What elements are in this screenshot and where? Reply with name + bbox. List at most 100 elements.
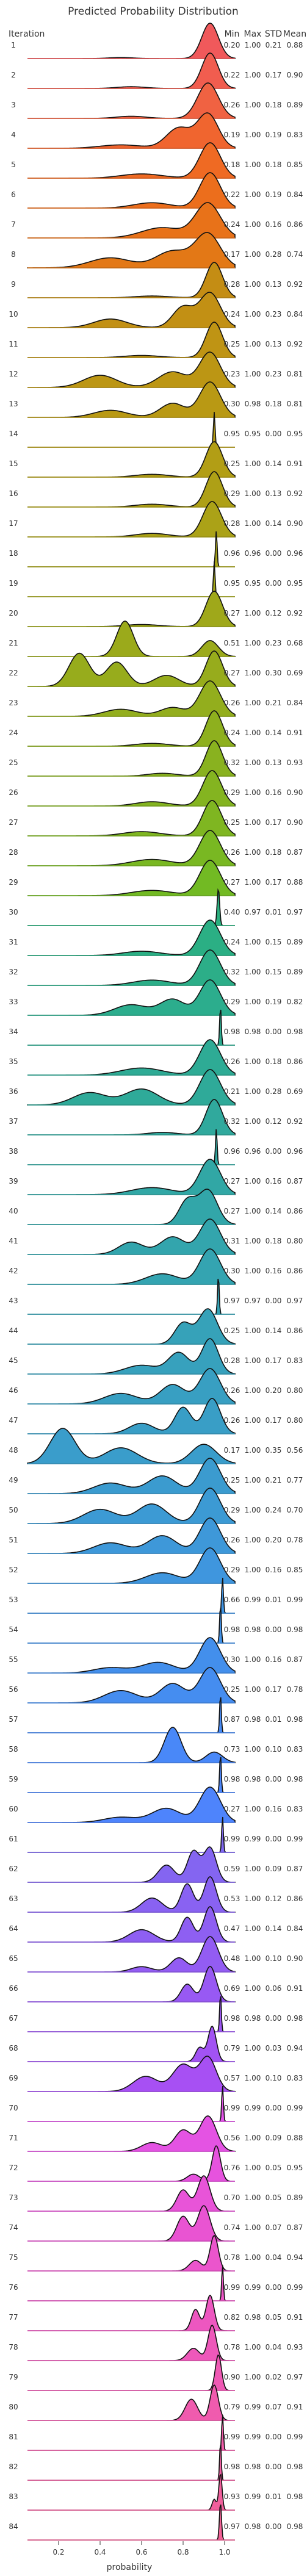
stat-max: 1.00 [245, 1984, 261, 1993]
x-tick-label: 0.2 [52, 2548, 64, 2556]
stat-std: 0.17 [265, 1356, 282, 1365]
iteration-label: 66 [9, 1984, 18, 1993]
ridge-density-50 [27, 1488, 236, 1524]
stat-std: 0.16 [265, 1655, 282, 1664]
iteration-label: 15 [9, 459, 18, 468]
iteration-label: 70 [9, 2104, 18, 2112]
ridge-row: 78 0.78 1.00 0.04 0.93 [9, 2324, 303, 2361]
stat-std: 0.06 [265, 1984, 282, 1993]
stat-std: 0.00 [265, 1027, 282, 1036]
ridge-row: 39 0.27 1.00 0.16 0.87 [9, 1159, 303, 1195]
iteration-label: 58 [9, 1745, 18, 1754]
iteration-label: 68 [9, 2044, 18, 2053]
stat-header-mean: Mean [283, 29, 306, 39]
stat-min: 0.78 [224, 2343, 240, 2351]
stat-min: 0.95 [224, 430, 240, 438]
stat-mean: 0.78 [287, 1536, 303, 1544]
stat-max: 1.00 [245, 1267, 261, 1275]
stat-max: 1.00 [245, 2193, 261, 2202]
stat-min: 0.22 [224, 71, 240, 79]
stat-min: 0.87 [224, 1715, 240, 1724]
stat-min: 0.24 [224, 938, 240, 946]
stat-std: 0.13 [265, 489, 282, 498]
ridge-row: 46 0.26 1.00 0.20 0.80 [9, 1368, 303, 1405]
stat-std: 0.19 [265, 998, 282, 1006]
stat-std: 0.20 [265, 1386, 282, 1395]
stat-mean: 0.98 [287, 2492, 303, 2501]
stat-min: 0.70 [224, 2193, 240, 2202]
stat-std: 0.14 [265, 1207, 282, 1215]
stat-max: 1.00 [245, 998, 261, 1006]
stat-mean: 0.99 [287, 1835, 303, 1843]
stat-max: 1.00 [245, 1954, 261, 1963]
stat-mean: 0.88 [287, 41, 303, 49]
stat-std: 0.05 [265, 2193, 282, 2202]
iteration-label: 63 [9, 1894, 18, 1903]
stat-std: 0.00 [265, 549, 282, 558]
stat-min: 0.30 [224, 1267, 240, 1275]
ridge-row: 52 0.29 1.00 0.16 0.85 [9, 1547, 303, 1584]
stat-mean: 0.82 [287, 998, 303, 1006]
stat-std: 0.13 [265, 340, 282, 348]
stat-min: 0.24 [224, 220, 240, 229]
stat-mean: 0.88 [287, 878, 303, 887]
stat-mean: 0.81 [287, 370, 303, 378]
stat-max: 1.00 [245, 848, 261, 857]
stat-std: 0.14 [265, 519, 282, 528]
stat-max: 1.00 [245, 2074, 261, 2082]
stat-std: 0.23 [265, 370, 282, 378]
stat-mean: 0.92 [287, 340, 303, 348]
stat-min: 0.28 [224, 519, 240, 528]
iteration-label: 79 [9, 2373, 18, 2381]
stat-mean: 0.90 [287, 519, 303, 528]
stat-std: 0.00 [265, 1775, 282, 1783]
iteration-label: 5 [11, 160, 16, 169]
iteration-label: 60 [9, 1805, 18, 1813]
ridge-row: 66 0.69 1.00 0.06 0.91 [9, 1966, 303, 2002]
stat-min: 0.18 [224, 160, 240, 169]
stat-max: 1.00 [245, 1237, 261, 1245]
iteration-label: 77 [9, 2313, 18, 2322]
stat-max: 0.98 [245, 2463, 261, 2471]
stat-mean: 0.86 [287, 220, 303, 229]
stat-max: 1.00 [245, 699, 261, 707]
ridge-density-48 [27, 1428, 236, 1464]
stat-std: 0.17 [265, 1416, 282, 1425]
stat-max: 0.99 [245, 2104, 261, 2112]
stat-std: 0.18 [265, 160, 282, 169]
iteration-label: 21 [9, 639, 18, 647]
stat-headers: Min Max STD Mean [225, 29, 307, 39]
ridge-row: 76 0.99 0.99 0.00 0.99 [9, 2265, 303, 2301]
stat-max: 0.99 [245, 2433, 261, 2441]
stat-min: 0.24 [224, 310, 240, 318]
ridge-row: 65 0.48 1.00 0.10 0.90 [9, 1936, 303, 1973]
stat-max: 0.96 [245, 549, 261, 558]
stat-mean: 0.97 [287, 2373, 303, 2381]
ridge-row: 59 0.98 0.98 0.00 0.98 [9, 1757, 303, 1793]
iteration-label: 50 [9, 1506, 18, 1514]
ridge-row: 17 0.28 1.00 0.14 0.90 [9, 501, 303, 538]
ridge-row: 29 0.27 1.00 0.17 0.88 [9, 860, 303, 896]
stat-std: 0.28 [265, 250, 282, 259]
stat-min: 0.93 [224, 2492, 240, 2501]
stat-mean: 0.96 [287, 1147, 303, 1156]
stat-min: 0.31 [224, 1237, 240, 1245]
stat-mean: 0.83 [287, 131, 303, 139]
stat-max: 1.00 [245, 519, 261, 528]
stat-std: 0.21 [265, 699, 282, 707]
stat-mean: 0.90 [287, 1954, 303, 1963]
stat-std: 0.16 [265, 1566, 282, 1574]
iteration-label: 24 [9, 729, 18, 737]
stat-max: 1.00 [245, 1416, 261, 1425]
stat-mean: 0.97 [287, 1297, 303, 1305]
iteration-label: 53 [9, 1596, 18, 1604]
stat-max: 0.95 [245, 430, 261, 438]
ridge-density-1 [27, 23, 236, 59]
stat-max: 1.00 [245, 729, 261, 737]
stat-mean: 0.88 [287, 2134, 303, 2142]
iteration-label: 10 [9, 310, 18, 318]
stat-max: 1.00 [245, 1865, 261, 1873]
stat-std: 0.15 [265, 938, 282, 946]
stat-max: 1.00 [245, 1536, 261, 1544]
stat-max: 0.98 [245, 1027, 261, 1036]
